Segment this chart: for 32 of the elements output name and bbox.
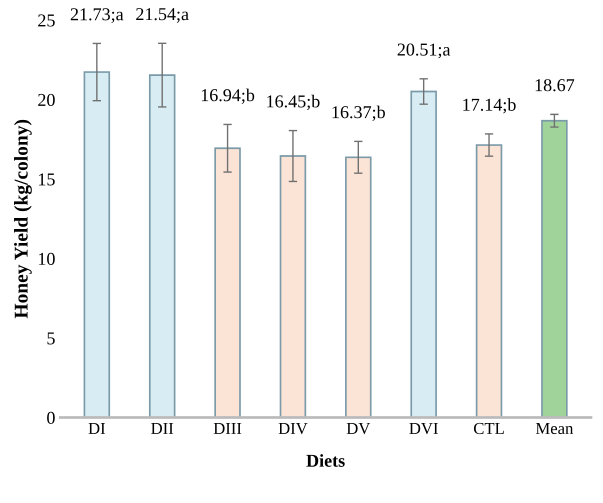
bar <box>280 155 306 418</box>
x-tick-label: DV <box>346 423 370 434</box>
x-tick-label: DIII <box>214 423 242 434</box>
bar <box>476 144 502 418</box>
data-label: 21.73;a <box>70 8 124 23</box>
bar <box>410 90 437 418</box>
bar <box>541 120 568 418</box>
x-tick-label: Mean <box>536 423 574 434</box>
x-tick-label: CTL <box>474 422 504 434</box>
bar <box>84 71 110 418</box>
x-tick-label: DI <box>88 423 106 434</box>
bar <box>148 74 176 418</box>
y-tick-label: 15 <box>38 173 55 186</box>
data-label: 16.45;b <box>267 94 320 110</box>
x-tick-label: DVI <box>409 423 438 434</box>
data-label: 17.14;b <box>463 98 516 114</box>
y-tick-label: 25 <box>38 14 55 27</box>
data-label: 16.94;b <box>202 88 254 104</box>
y-axis-title: Honey Yield (kg/colony) <box>14 120 32 318</box>
x-tick-label: DIV <box>278 423 308 434</box>
bar <box>345 156 372 418</box>
y-tick-label: 5 <box>47 332 55 344</box>
x-tick-label: DII <box>151 423 174 434</box>
y-tick-label: 0 <box>47 412 55 424</box>
data-label: 18.67 <box>536 79 574 92</box>
y-tick-label: 10 <box>38 252 55 265</box>
data-label: 20.51;a <box>398 43 450 58</box>
data-label: 16.37;b <box>332 106 385 121</box>
x-axis-title: Diets <box>306 454 345 467</box>
bar <box>214 147 241 418</box>
y-tick-label: 20 <box>38 94 55 106</box>
data-label: 21.54;a <box>136 8 189 23</box>
